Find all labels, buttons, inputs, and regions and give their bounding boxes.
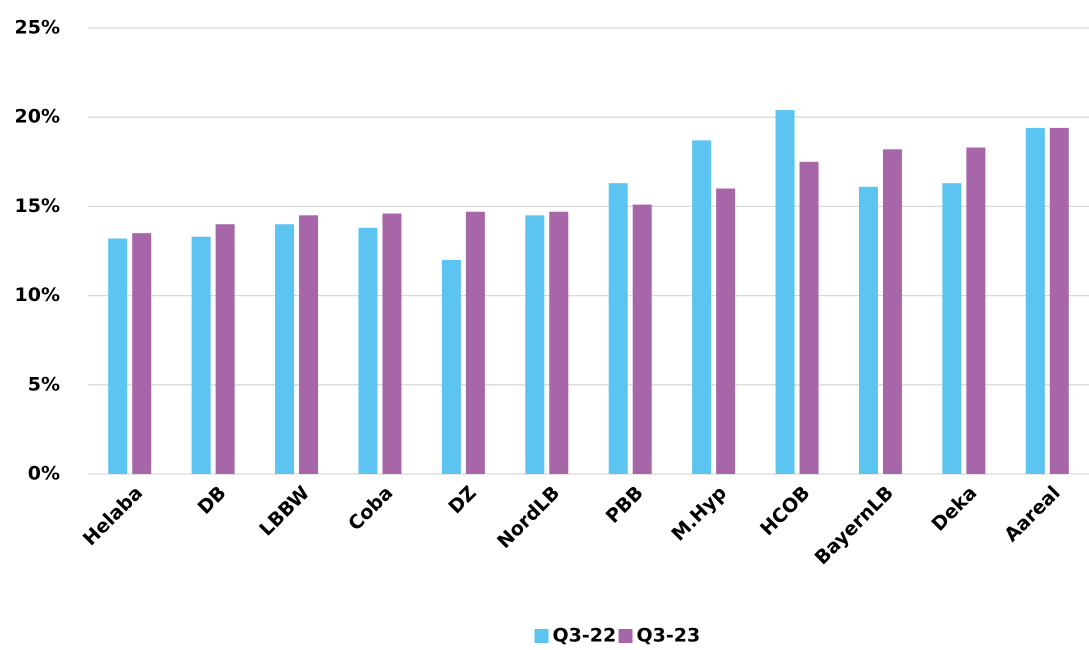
bar [966, 147, 986, 474]
bar [191, 236, 211, 474]
bar [215, 224, 235, 474]
bar [799, 161, 819, 475]
bar [1025, 127, 1045, 475]
x-tick-label: Coba [344, 482, 397, 535]
bar [1049, 127, 1069, 475]
bar [549, 211, 569, 474]
bar [382, 213, 402, 474]
x-tick-label: Aareal [1000, 482, 1064, 546]
legend-label: Q3-22 [553, 625, 617, 647]
bar [108, 238, 128, 474]
bar [632, 204, 652, 474]
bar [441, 259, 461, 474]
y-tick-label: 0% [28, 463, 60, 485]
bar [525, 215, 545, 474]
x-tick-label: LBBW [255, 482, 314, 541]
legend-swatch [534, 629, 549, 643]
bar [716, 188, 736, 474]
bar [132, 233, 152, 474]
x-tick-label: M.Hyp [667, 482, 731, 546]
x-tick-label: BayernLB [811, 482, 898, 569]
x-tick-label: Helaba [79, 482, 147, 550]
bar [775, 110, 795, 475]
x-tick-label: DZ [444, 482, 480, 518]
legend-label: Q3-23 [637, 625, 701, 647]
bar [275, 224, 295, 474]
y-tick-label: 10% [15, 284, 60, 306]
bar [608, 183, 628, 474]
x-tick-label: Deka [927, 482, 981, 536]
bar [882, 149, 902, 474]
bar [858, 186, 878, 474]
bar [358, 227, 378, 474]
bar [299, 215, 319, 474]
bar [942, 183, 962, 474]
bar [465, 211, 485, 474]
x-tick-label: PBB [602, 482, 648, 528]
y-tick-label: 20% [15, 106, 60, 128]
bar [692, 140, 712, 474]
y-tick-label: 25% [15, 17, 60, 39]
y-tick-label: 15% [15, 195, 60, 217]
x-tick-label: NordLB [493, 482, 564, 553]
x-tick-label: DB [194, 482, 231, 519]
y-tick-label: 5% [28, 373, 60, 395]
legend-swatch [618, 629, 633, 643]
x-tick-label: HCOB [756, 482, 814, 540]
